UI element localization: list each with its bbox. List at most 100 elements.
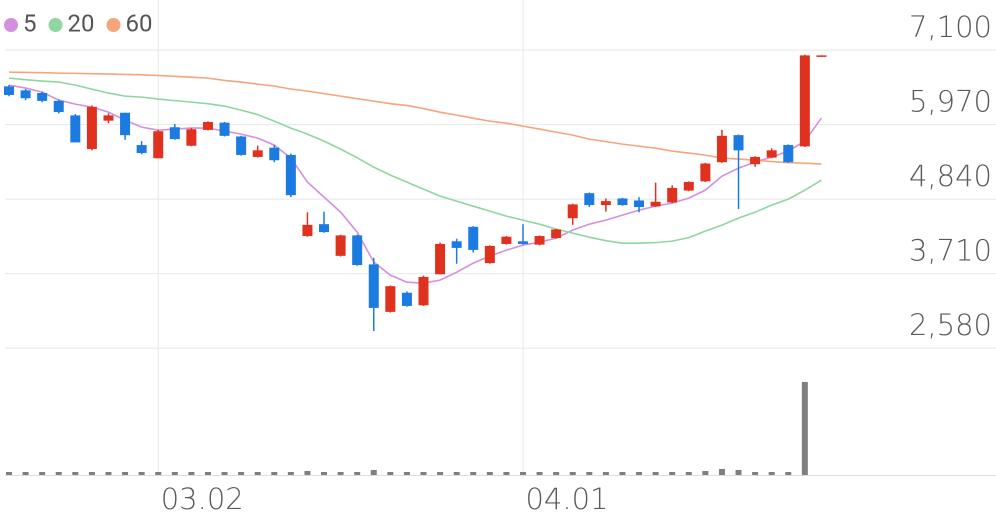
volume-bar (22, 472, 29, 475)
volume-bar (536, 472, 543, 475)
candle-body (37, 92, 48, 101)
candle-body (252, 150, 263, 157)
volume-bar (602, 472, 609, 475)
y-tick-label: 3,710 (909, 234, 992, 268)
candle-body (236, 136, 247, 155)
candle-body (816, 55, 827, 57)
volume-bar (752, 472, 759, 475)
y-tick-label: 4,840 (909, 159, 992, 193)
volume-bar (221, 472, 228, 475)
candle-body (451, 241, 462, 248)
candle-body (136, 145, 147, 153)
volume-bar (122, 472, 129, 475)
legend-label: 5 (23, 9, 37, 37)
candle-body (683, 181, 694, 191)
candle-body (20, 90, 31, 99)
volume-bar (437, 472, 444, 475)
candle-body (202, 121, 213, 130)
candle-body (435, 243, 446, 275)
candle-body (584, 193, 595, 206)
candle-body (534, 236, 545, 245)
volume-bar (569, 472, 576, 475)
candle-body (352, 235, 363, 266)
volume-bar (785, 472, 792, 475)
volume-bar (304, 471, 311, 475)
candle-body (285, 154, 296, 196)
candle-body (335, 235, 346, 256)
candle-body (799, 55, 810, 147)
candle-body (468, 226, 479, 250)
candle-body (120, 112, 131, 136)
volume-bar (370, 470, 377, 475)
volume-bar (586, 472, 593, 475)
candle-body (750, 156, 761, 165)
y-tick-label: 2,580 (909, 308, 992, 342)
volume-bar (39, 472, 46, 475)
legend-swatch (48, 18, 63, 32)
volume-bar (271, 472, 278, 475)
candle-body (4, 86, 14, 95)
candle-body (169, 127, 180, 140)
volume-bar (105, 472, 112, 475)
candle-body (70, 115, 81, 143)
volume-bar (403, 472, 410, 475)
volume-bar (685, 472, 692, 475)
ma-line (8, 71, 822, 165)
candle-body (401, 292, 412, 306)
candle-body (517, 241, 528, 244)
volume-bar (420, 472, 427, 475)
ma-line (8, 84, 823, 284)
volume-bar (470, 472, 477, 475)
legend-swatch (4, 18, 18, 32)
candle-body (700, 163, 711, 182)
volume-bar (238, 472, 245, 475)
volume-bar (188, 472, 195, 475)
volume-bar (55, 472, 62, 475)
y-tick-label: 7,100 (909, 10, 992, 44)
volume-bar (354, 472, 361, 475)
volume-bar (72, 472, 79, 475)
candle-body (716, 135, 727, 163)
volume-bar (6, 472, 12, 475)
candle-body (484, 245, 495, 264)
candle-body (634, 200, 645, 208)
volume-bar (718, 469, 725, 475)
y-tick-label: 5,970 (909, 85, 992, 119)
volume-bar (503, 472, 510, 475)
candle-body (733, 135, 744, 151)
candle-body (551, 229, 562, 239)
candle-body (667, 187, 678, 203)
candle-body (269, 147, 280, 161)
volume-bar (254, 472, 261, 475)
volume-bar (553, 472, 560, 475)
volume-bar (88, 472, 95, 475)
candle-body (501, 236, 512, 244)
candle-body (319, 224, 330, 233)
volume-bar (138, 472, 145, 475)
legend-swatch (106, 18, 121, 32)
candle-body (766, 150, 777, 158)
candle-body (385, 286, 396, 312)
volume-bar (155, 472, 162, 475)
candle-body (153, 131, 164, 159)
volume-bar (801, 382, 808, 475)
ma-line (8, 77, 822, 244)
volume-bar (453, 472, 460, 475)
candle-body (650, 201, 661, 207)
candle-body (186, 129, 197, 146)
candle-body (368, 264, 379, 308)
volume-bar (171, 472, 178, 475)
candle-body (600, 201, 611, 206)
x-tick-label: 03.02 (161, 482, 244, 516)
volume-bar (652, 472, 659, 475)
candle-body (53, 100, 64, 113)
volume-bar (768, 472, 775, 475)
legend-label: 20 (68, 9, 95, 37)
volume-bar (387, 472, 394, 475)
candle-body (302, 224, 313, 237)
volume-bar (669, 472, 676, 475)
volume-bar (619, 472, 626, 475)
volume-bar (519, 472, 526, 475)
